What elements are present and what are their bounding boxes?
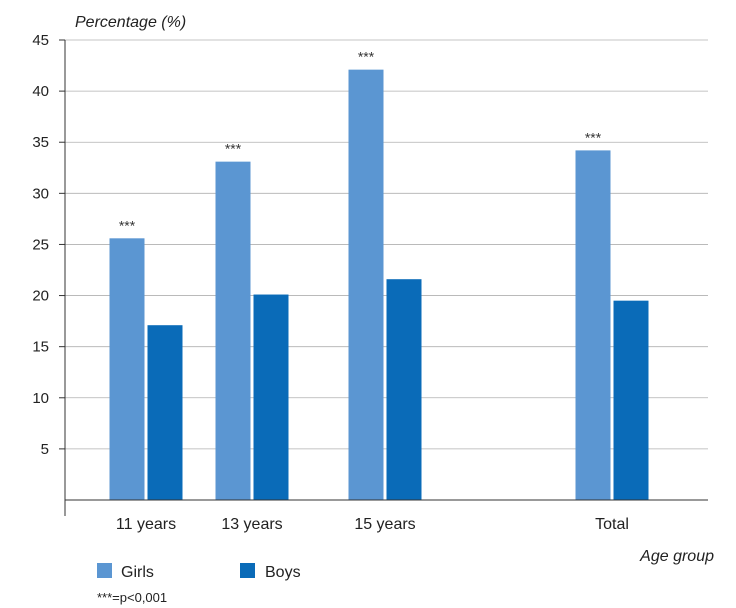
- x-axis-title: Age group: [639, 548, 714, 565]
- legend-label-girls: Girls: [121, 564, 154, 581]
- significance-marker: ***: [225, 141, 242, 157]
- bar-boys-1: [253, 294, 289, 500]
- bar-girls-0: [109, 238, 145, 501]
- y-tick-label: 30: [32, 185, 49, 202]
- significance-marker: ***: [119, 217, 136, 233]
- bar-girls-1: [215, 161, 251, 500]
- y-axis-title: Percentage (%): [75, 14, 186, 31]
- x-tick-label: 15 years: [354, 516, 415, 533]
- x-tick-label: 11 years: [116, 516, 176, 533]
- y-tick-label: 20: [32, 288, 49, 305]
- y-tick-label: 15: [32, 339, 49, 356]
- x-tick-label: Total: [595, 516, 629, 533]
- y-tick-label: 45: [32, 32, 49, 49]
- y-tick-label: 35: [32, 134, 49, 151]
- y-tick-label: 40: [32, 83, 49, 100]
- significance-markers: *** *** *** ***: [119, 49, 602, 234]
- x-tick-labels: 11 years 13 years 15 years Total: [116, 516, 629, 533]
- legend-swatch-boys: [240, 563, 255, 578]
- bar-girls-2: [348, 69, 384, 501]
- legend-swatch-girls: [97, 563, 112, 578]
- legend-label-boys: Boys: [265, 564, 301, 581]
- y-tick-label: 25: [32, 236, 49, 253]
- y-tick-label: 5: [41, 441, 49, 458]
- significance-marker: ***: [585, 129, 602, 145]
- bar-boys-2: [386, 279, 422, 500]
- bar-boys-3: [613, 300, 649, 500]
- x-tick-label: 13 years: [221, 516, 282, 533]
- legend: Girls Boys: [97, 563, 301, 581]
- bar-boys-0: [147, 325, 183, 500]
- y-tick-label: 10: [32, 390, 49, 407]
- significance-marker: ***: [358, 49, 375, 65]
- y-tick-labels: 5 10 15 20 25 30 35 40 45: [32, 32, 65, 458]
- significance-note: ***=p<0,001: [97, 590, 167, 605]
- axes: [64, 40, 708, 516]
- bar-girls-3: [575, 150, 611, 500]
- bars: [109, 69, 649, 501]
